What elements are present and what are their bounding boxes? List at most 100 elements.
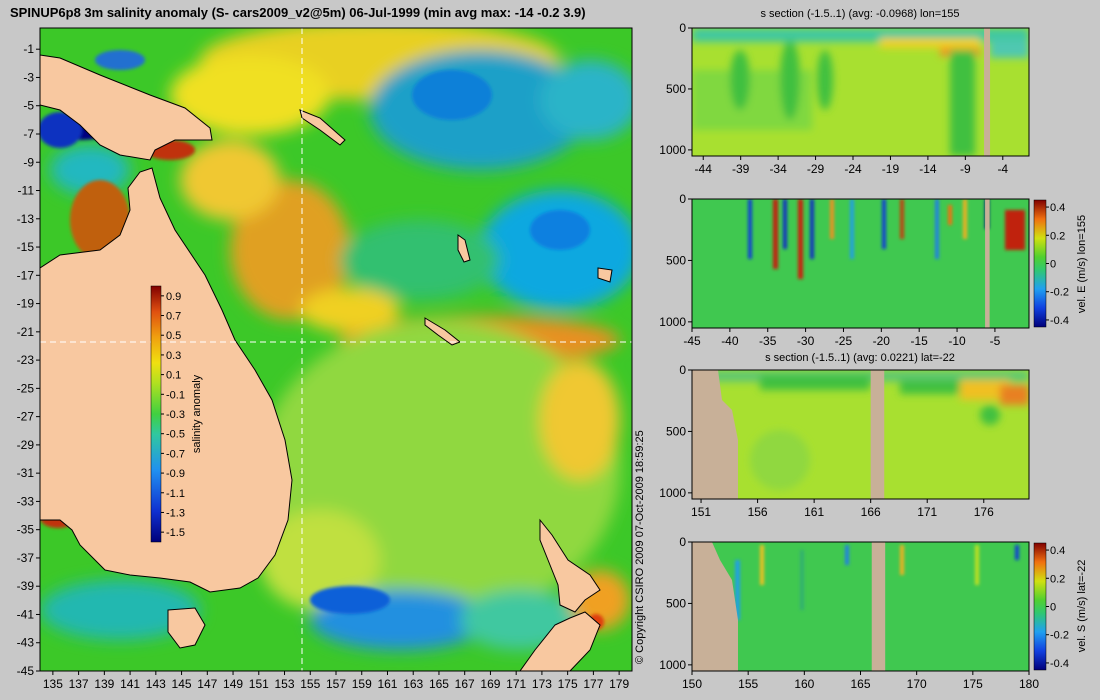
- section2-x-tick-label: -5: [990, 334, 1001, 348]
- section4-colorbar-tick-label: -0.2: [1050, 630, 1069, 642]
- map-x-tick-label: 135: [43, 677, 63, 691]
- map-colorbar-tick-label: 0.5: [166, 330, 181, 342]
- map-x-tick-label: 177: [583, 677, 603, 691]
- section2-colorbar-label: vel. E (m/s) lon=155: [1076, 215, 1088, 313]
- map-colorbar-label: salinity anomaly: [191, 374, 203, 453]
- map-y-tick-label: -37: [17, 551, 35, 565]
- map-x-ticks: 135 137 139 141 143 145 147 149 151 153 155 157 159 1…: [43, 671, 629, 691]
- new-caledonia-land: [424, 317, 461, 346]
- map-y-tick-label: -35: [17, 523, 35, 537]
- vanuatu-land: [457, 234, 471, 263]
- map-colorbar-tick-label: -0.5: [166, 429, 185, 441]
- map-y-tick-label: -41: [17, 607, 35, 621]
- fiji-land: [597, 267, 613, 283]
- section3-seafloor: [692, 370, 738, 499]
- map-colorbar-tick-label: -1.5: [166, 527, 185, 539]
- section4-y-tick-label: 1000: [659, 658, 686, 672]
- section2-land: [985, 199, 990, 328]
- map-colorbar-tick-label: -0.7: [166, 448, 185, 460]
- section1-y-tick-label: 1000: [659, 143, 686, 157]
- map-x-tick-label: 137: [69, 677, 89, 691]
- map-y-tick-label: -45: [17, 664, 35, 678]
- section4-colorbar-gradient: [1033, 542, 1047, 671]
- section2-x-tick-label: -35: [759, 334, 777, 348]
- section3-x-tick-label: 161: [804, 505, 824, 519]
- section4-x-tick-label: 175: [963, 677, 983, 691]
- map-x-tick-label: 161: [377, 677, 397, 691]
- section4-x-tick-label: 155: [738, 677, 758, 691]
- map-x-tick-label: 171: [506, 677, 526, 691]
- section2-colorbar-tick-label: 0.2: [1050, 230, 1065, 242]
- australia-land: [40, 167, 293, 593]
- section3-x-tick-label: 156: [748, 505, 768, 519]
- section2-frame: [691, 198, 1030, 329]
- map-colorbar-tick-label: -0.9: [166, 468, 185, 480]
- map-colorbar-tick-label: 0.9: [166, 291, 181, 303]
- map-y-tick-label: -7: [23, 127, 34, 141]
- section1-x-tick-label: -4: [997, 162, 1008, 176]
- section2-x-tick-label: -10: [948, 334, 966, 348]
- new-guinea-land: [40, 54, 213, 161]
- land-masses: [40, 54, 613, 671]
- section3-y-tick-label: 1000: [659, 486, 686, 500]
- section3-x-tick-label: 176: [974, 505, 994, 519]
- section3-x-tick-label: 171: [917, 505, 937, 519]
- map-x-tick-label: 151: [249, 677, 269, 691]
- map-colorbar-ticks: 0.9 0.7 0.5 0.3 0.1 -0.1 -0.3 -0.5 -0.7 -0.9 -1.1 -…: [161, 291, 185, 539]
- section4-colorbar-label: vel. S (m/s) lat=-22: [1076, 560, 1088, 653]
- section1-y-tick-label: 500: [666, 82, 686, 96]
- map-x-tick-label: 173: [532, 677, 552, 691]
- section1-x-ticks: -44 -39 -34 -29 -24 -19 -14 -9 -4: [695, 156, 1008, 176]
- section1-x-tick-label: -9: [960, 162, 971, 176]
- map-y-tick-label: -3: [23, 70, 34, 84]
- section4-x-tick-label: 150: [682, 677, 702, 691]
- section3-y-ticks: 0 500 1000: [659, 363, 692, 500]
- new-zealand-north-land: [539, 518, 601, 613]
- section2-x-tick-label: -45: [683, 334, 701, 348]
- section2-colorbar-tick-label: -0.2: [1050, 287, 1069, 299]
- map-x-tick-label: 139: [94, 677, 114, 691]
- new-zealand-south-land: [519, 611, 601, 671]
- section3-y-tick-label: 0: [679, 363, 686, 377]
- map-x-tick-label: 143: [146, 677, 166, 691]
- map-x-tick-label: 159: [352, 677, 372, 691]
- section2-x-tick-label: -25: [835, 334, 853, 348]
- map-y-tick-label: -39: [17, 579, 35, 593]
- map-y-tick-label: -13: [17, 212, 35, 226]
- map-y-tick-label: -43: [17, 636, 35, 650]
- map-y-tick-label: -33: [17, 494, 35, 508]
- map-y-tick-label: -5: [23, 99, 34, 113]
- section2-x-tick-label: -20: [873, 334, 891, 348]
- map-colorbar-tick-label: -0.3: [166, 409, 185, 421]
- map-colorbar-tick-label: -1.1: [166, 488, 185, 500]
- map-y-tick-label: -23: [17, 353, 35, 367]
- map-x-tick-label: 179: [609, 677, 629, 691]
- section3-frame: [691, 369, 1030, 500]
- section4-land: [871, 542, 886, 671]
- section4-colorbar-tick-label: 0.4: [1050, 545, 1065, 557]
- section2-colorbar-gradient: [1033, 199, 1047, 328]
- section2-y-ticks: 0 500 1000: [659, 192, 692, 329]
- map-y-tick-label: -9: [23, 155, 34, 169]
- section4-field: [692, 542, 1029, 671]
- map-colorbar-tick-label: 0.1: [166, 370, 181, 382]
- section4-colorbar-tick-label: -0.4: [1050, 658, 1069, 670]
- map-colorbar-tick-label: 0.3: [166, 350, 181, 362]
- map-y-tick-label: -25: [17, 381, 35, 395]
- section4-y-tick-label: 0: [679, 535, 686, 549]
- section1-x-tick-label: -14: [919, 162, 937, 176]
- section2-y-tick-label: 0: [679, 192, 686, 206]
- salinity-map: 135 137 139 141 143 145 147 149 151 153 155 157 159 1…: [17, 27, 633, 691]
- section1-x-tick-label: -29: [807, 162, 825, 176]
- map-y-tick-label: -27: [17, 410, 35, 424]
- section2-x-tick-label: -30: [797, 334, 815, 348]
- section1-land: [984, 28, 991, 156]
- map-colorbar: 0.9 0.7 0.5 0.3 0.1 -0.1 -0.3 -0.5 -0.7 -0.9 -1.1 -…: [150, 285, 203, 543]
- map-x-tick-label: 141: [120, 677, 140, 691]
- salinity-anomaly-field: [40, 28, 632, 650]
- section2-x-ticks: -45 -40 -35 -30 -25 -20 -15 -10 -5: [683, 328, 1001, 348]
- section3-y-tick-label: 500: [666, 424, 686, 438]
- section1-x-tick-label: -39: [732, 162, 750, 176]
